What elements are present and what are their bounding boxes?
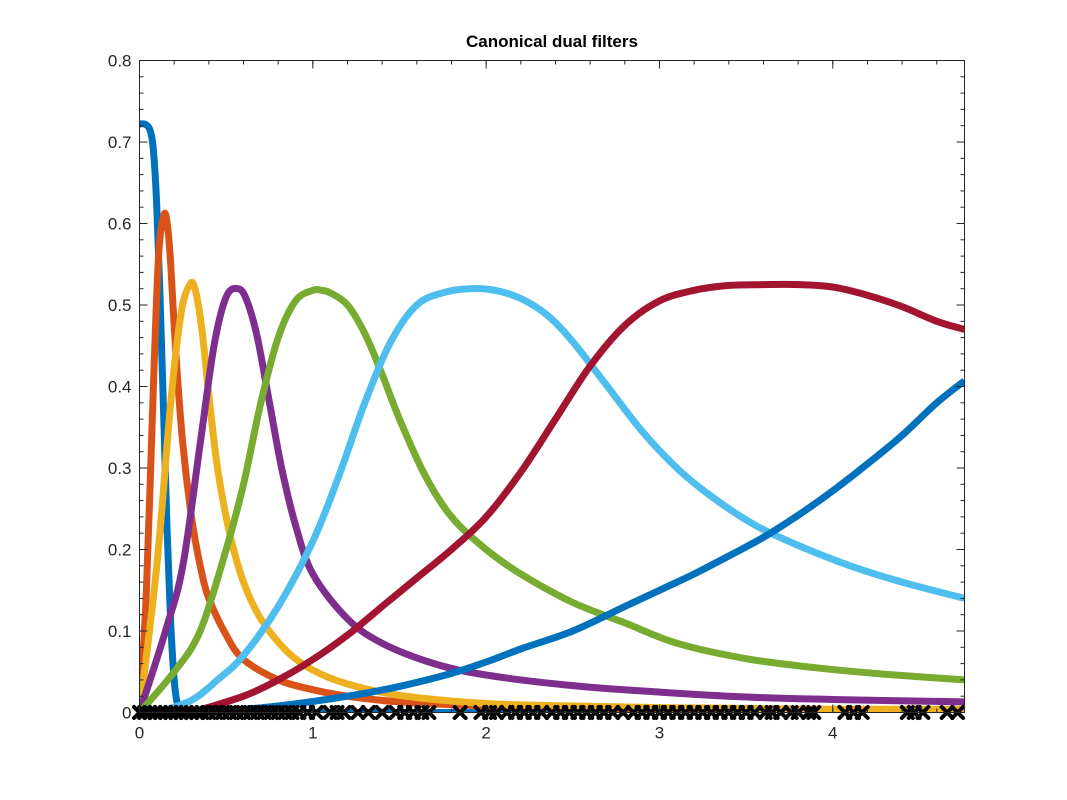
series-line-1	[139, 120, 965, 712]
y-tick-label: 0.6	[108, 215, 132, 234]
series-line-4	[139, 284, 965, 712]
y-tick-label: 0.3	[108, 459, 132, 478]
x-axis-tick-labels: 0 1 2 3 4	[135, 724, 838, 743]
y-tick-label: 0.4	[108, 378, 132, 397]
series-line-6	[155, 285, 965, 712]
x-tick-label: 0	[135, 724, 144, 743]
y-tick-label: 0	[122, 704, 131, 723]
x-tick-label: 3	[655, 724, 664, 743]
plot-area: 0 1 2 3 4 0 0.1 0.2 0.3 0.4 0.5 0.6 0.7 0.8	[108, 52, 966, 743]
x-tick-label: 2	[481, 724, 490, 743]
series-line-5	[139, 285, 965, 712]
x-tick-label: 4	[828, 724, 837, 743]
series-line-7	[190, 280, 965, 712]
series-line-8	[208, 378, 965, 712]
chart-title: Canonical dual filters	[466, 32, 638, 51]
y-tick-label: 0.2	[108, 541, 132, 560]
y-tick-label: 0.5	[108, 296, 132, 315]
y-tick-label: 0.1	[108, 622, 132, 641]
y-axis-tick-labels: 0 0.1 0.2 0.3 0.4 0.5 0.6 0.7 0.8	[108, 52, 132, 723]
x-tick-label: 1	[308, 724, 317, 743]
y-tick-label: 0.7	[108, 133, 132, 152]
y-tick-label: 0.8	[108, 52, 132, 71]
axis-ticks	[139, 60, 965, 713]
